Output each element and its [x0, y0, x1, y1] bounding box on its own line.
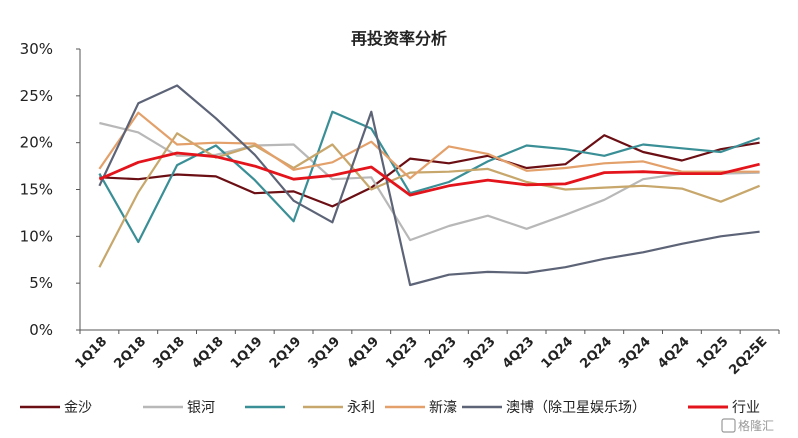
series-line-6: [98, 151, 760, 197]
x-tick-label: 2Q19: [267, 334, 305, 372]
y-tick-label: 20%: [20, 134, 53, 152]
series-line-5: [98, 84, 760, 287]
legend-label: 银河: [187, 400, 215, 416]
y-tick-label: 10%: [20, 227, 53, 245]
x-tick-label: 2Q24: [577, 334, 615, 372]
y-tick-label: 0%: [29, 321, 53, 339]
x-tick-label: 1Q23: [383, 334, 421, 372]
y-axis: 0% 5% 10% 15% 20% 25% 30%: [20, 40, 81, 339]
x-axis: 1Q18 2Q18 3Q18 4Q18 1Q19 2Q19 3Q19 4Q19 1Q23 2Q23…: [73, 329, 780, 378]
x-tick-label: 4Q19: [344, 334, 382, 372]
x-tick-label: 3Q19: [306, 334, 344, 372]
legend-label: 永利: [347, 400, 375, 416]
x-tick-label: 2Q18: [111, 334, 149, 372]
watermark: 格隆汇: [721, 418, 774, 433]
x-tick-label: 4Q24: [655, 334, 693, 372]
y-tick-label: 5%: [29, 274, 53, 292]
y-tick-label: 25%: [20, 87, 53, 105]
legend-label: 澳博（除卫星娱乐场）: [506, 399, 646, 416]
x-tick-label: 4Q18: [189, 334, 227, 372]
legend: 金沙 银河 永利 新濠 澳博（除卫星娱乐场） 行业: [20, 399, 760, 416]
series-line-2: [98, 110, 760, 244]
x-tick-label: 1Q18: [73, 334, 111, 372]
watermark-logo-icon: [721, 418, 736, 433]
x-tick-label: 3Q24: [616, 334, 654, 372]
x-tick-label: 4Q23: [500, 334, 538, 372]
legend-label: 行业: [732, 400, 760, 416]
watermark-text: 格隆汇: [738, 418, 774, 433]
series-lines: [98, 84, 761, 287]
legend-label: 金沙: [64, 400, 92, 416]
y-tick-label: 30%: [20, 40, 53, 58]
series-line-3: [98, 132, 761, 268]
x-tick-label: 3Q23: [461, 334, 499, 372]
y-tick-label: 15%: [20, 181, 53, 199]
x-tick-label: 1Q25: [694, 334, 732, 372]
chart-title: 再投资率分析: [351, 29, 447, 48]
x-tick-label: 3Q18: [150, 334, 188, 372]
x-tick-label: 2Q23: [422, 334, 460, 372]
x-tick-label: 1Q19: [228, 334, 266, 372]
legend-label: 新濠: [429, 399, 457, 416]
x-tick-label: 2Q25E: [727, 334, 771, 378]
series-line-1: [99, 121, 760, 242]
x-tick-label: 1Q24: [539, 334, 577, 372]
series-line-4: [98, 111, 760, 180]
